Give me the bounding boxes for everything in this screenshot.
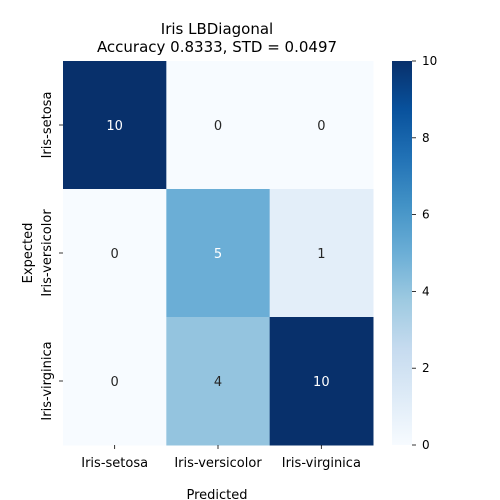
colorbar-tick-label: 8 xyxy=(422,131,430,145)
heatmap-cell xyxy=(63,61,167,190)
colorbar-axis: 0 2 4 6 8 10 xyxy=(412,54,437,452)
cell-value-label: 10 xyxy=(313,375,330,390)
heatmap-cell xyxy=(269,61,374,190)
heatmap-cell-labels: 10 0 00 5 10 4 10 xyxy=(106,119,329,390)
colorbar-tick-label: 4 xyxy=(422,284,430,298)
cell-value-label: 0 xyxy=(214,119,222,134)
cell-value-label: 5 xyxy=(214,247,222,262)
chart-subtitle: Accuracy 0.8333, STD = 0.0497 xyxy=(97,38,337,56)
y-tick-label: Iris-virginica xyxy=(40,341,55,420)
x-axis: Iris-setosa Iris-versicolor Iris-virginica xyxy=(81,445,361,471)
y-axis: Iris-setosa Iris-versicolor Iris-virginica xyxy=(40,92,63,421)
cell-value-label: 0 xyxy=(111,375,119,390)
x-axis-label: Predicted xyxy=(186,488,247,500)
x-tick-label: Iris-virginica xyxy=(282,456,361,471)
heatmap-cell xyxy=(269,189,374,318)
heatmap-cell xyxy=(63,189,167,318)
colorbar-tick-label: 6 xyxy=(422,208,430,222)
y-tick-label: Iris-versicolor xyxy=(40,209,55,297)
heatmap-cell xyxy=(63,317,167,446)
heatmap-cell xyxy=(166,61,271,190)
y-tick-label: Iris-setosa xyxy=(40,92,55,159)
heatmap-cells xyxy=(63,61,374,446)
heatmap-cell xyxy=(269,317,374,446)
heatmap-cell xyxy=(166,317,271,446)
colorbar-tick-label: 10 xyxy=(422,54,437,68)
cell-value-label: 0 xyxy=(111,247,119,262)
chart-title: Iris LBDiagonal xyxy=(161,20,273,38)
colorbar-tick-label: 2 xyxy=(422,361,430,375)
cell-value-label: 1 xyxy=(317,247,325,262)
colorbar xyxy=(392,61,412,445)
cell-value-label: 4 xyxy=(214,375,222,390)
cell-value-label: 10 xyxy=(106,119,123,134)
cell-value-label: 0 xyxy=(317,119,325,134)
colorbar-tick-label: 0 xyxy=(422,438,430,452)
x-tick-label: Iris-setosa xyxy=(81,456,148,471)
x-tick-label: Iris-versicolor xyxy=(174,456,262,471)
heatmap-cell xyxy=(166,189,271,318)
y-axis-label: Expected xyxy=(21,223,36,284)
